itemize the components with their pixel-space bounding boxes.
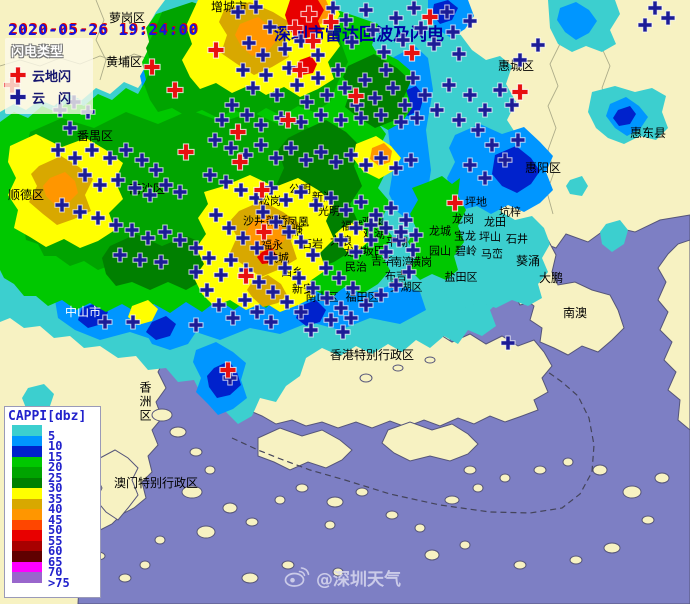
cappi-swatch <box>12 572 42 583</box>
watermark-handle: @深圳天气 <box>316 570 401 590</box>
cappi-value-label: 35 <box>48 491 63 506</box>
lightning-legend: 闪电类型 云地闪云 闪 <box>5 38 93 114</box>
lightning-legend-item: 云地闪 <box>9 64 89 86</box>
cappi-swatch <box>12 488 42 499</box>
cappi-value-label: 60 <box>48 544 63 558</box>
cappi-swatch <box>12 456 42 467</box>
lightning-legend-rows: 云地闪云 闪 <box>9 64 89 108</box>
lightning-legend-title: 闪电类型 <box>11 45 64 60</box>
cappi-swatch <box>12 509 42 520</box>
intra-cloud-cross-icon <box>9 88 27 106</box>
cappi-value-label: 10 <box>48 439 63 453</box>
hk-sar-dashed-boundary <box>231 371 595 514</box>
cappi-swatch <box>12 551 42 562</box>
cappi-value-label: 25 <box>48 470 63 485</box>
cappi-value-label: 20 <box>48 460 63 474</box>
lightning-legend-item: 云 闪 <box>9 86 89 108</box>
macau-peninsula <box>93 449 139 521</box>
cappi-swatch <box>12 425 42 436</box>
cappi-value-label: 30 <box>48 481 63 495</box>
cappi-value-label: 65 <box>48 554 63 569</box>
lightning-legend-label: 云地闪 <box>32 69 72 85</box>
cappi-value-label: 40 <box>48 502 63 516</box>
cappi-swatch <box>12 477 42 488</box>
cappi-swatch <box>12 519 42 530</box>
watermark: @深圳天气 <box>283 565 401 590</box>
cappi-value-label: 55 <box>48 533 63 548</box>
cappi-value-label: >75 <box>48 575 70 590</box>
cappi-swatch <box>12 582 42 593</box>
cappi-legend: CAPPI[dbz] 5 10 15 20 25 30 35 40 45 50 55 60 65 70 >7… <box>4 406 101 598</box>
cappi-value-label: 5 <box>48 428 56 443</box>
cappi-swatch <box>12 530 42 541</box>
cappi-swatch <box>12 446 42 457</box>
cloud-to-ground-cross-icon <box>9 66 27 84</box>
hongkong-island <box>381 421 479 462</box>
huidong-coast <box>657 239 690 431</box>
timestamp: 2020-05-26 19:24:00 <box>8 21 199 39</box>
cappi-swatch <box>12 498 42 509</box>
cappi-legend-title: CAPPI[dbz] <box>8 409 87 424</box>
cappi-swatch <box>12 540 42 551</box>
lightning-legend-label: 云 闪 <box>32 91 72 107</box>
cappi-swatch <box>12 435 42 446</box>
cappi-value-label: 70 <box>48 565 63 579</box>
weibo-icon <box>284 566 310 587</box>
cappi-value-label: 50 <box>48 523 63 537</box>
cappi-value-label: 15 <box>48 449 63 464</box>
cappi-swatch <box>12 467 42 478</box>
cappi-legend-body: 5 10 15 20 25 30 35 40 45 50 55 60 65 70 >75 <box>12 425 100 593</box>
cappi-swatch <box>12 561 42 572</box>
cappi-value-label: 45 <box>48 512 63 527</box>
